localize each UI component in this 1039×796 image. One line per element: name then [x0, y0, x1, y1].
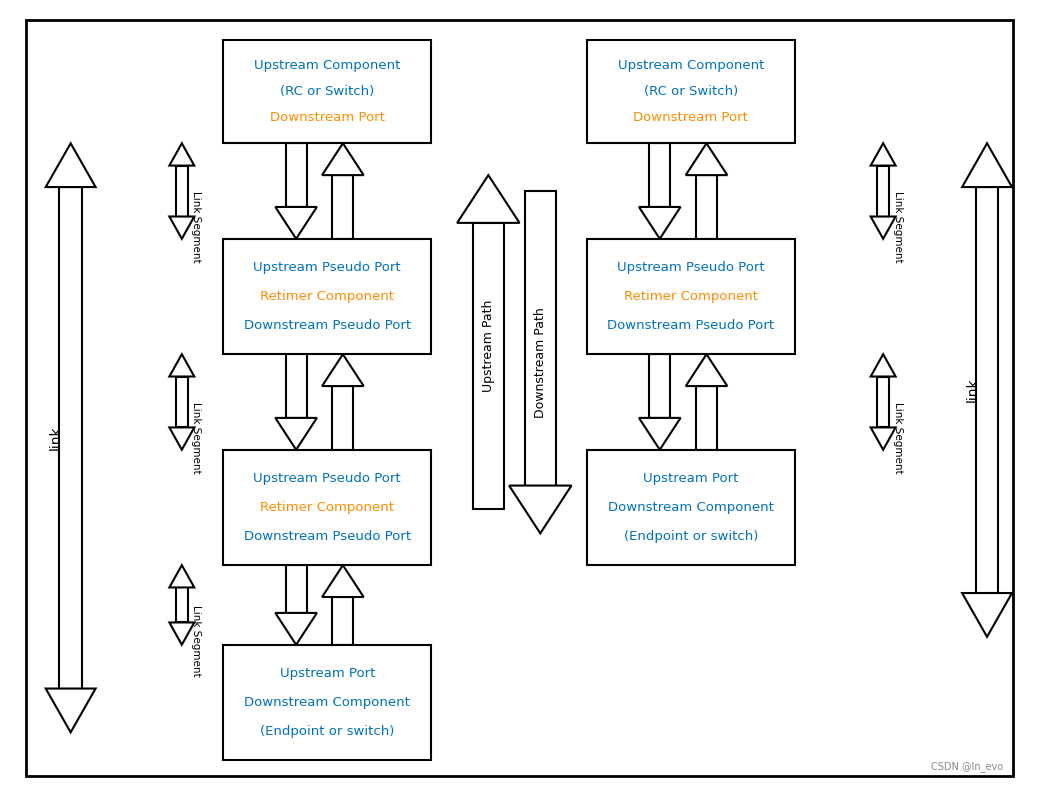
Text: Link Segment: Link Segment: [191, 605, 202, 677]
Polygon shape: [322, 354, 364, 386]
Bar: [696, 386, 717, 450]
Text: Upstream Pseudo Port: Upstream Pseudo Port: [254, 472, 401, 485]
Bar: [525, 191, 556, 486]
Text: Downstream Component: Downstream Component: [244, 696, 410, 709]
Text: Downstream Port: Downstream Port: [634, 111, 748, 124]
Bar: [223, 40, 431, 143]
Polygon shape: [639, 418, 681, 450]
Text: Downstream Port: Downstream Port: [270, 111, 384, 124]
Bar: [649, 354, 670, 418]
Bar: [976, 187, 998, 593]
Polygon shape: [169, 427, 194, 450]
Bar: [649, 143, 670, 207]
Polygon shape: [169, 622, 194, 645]
Polygon shape: [639, 207, 681, 239]
Bar: [473, 223, 504, 509]
Text: Upstream Port: Upstream Port: [643, 472, 739, 485]
Text: Downstream Pseudo Port: Downstream Pseudo Port: [244, 530, 410, 543]
Text: Link Segment: Link Segment: [893, 191, 903, 263]
Bar: [223, 645, 431, 760]
Polygon shape: [871, 217, 896, 239]
Bar: [286, 143, 307, 207]
Text: Link Segment: Link Segment: [191, 402, 202, 474]
Bar: [286, 565, 307, 613]
Text: Upstream Path: Upstream Path: [482, 300, 495, 392]
Bar: [587, 239, 795, 354]
Text: Downstream Pseudo Port: Downstream Pseudo Port: [244, 319, 410, 332]
Polygon shape: [275, 207, 317, 239]
Bar: [176, 587, 188, 622]
Polygon shape: [275, 613, 317, 645]
Polygon shape: [686, 143, 727, 175]
Bar: [696, 175, 717, 239]
Text: Downstream Component: Downstream Component: [608, 501, 774, 514]
Text: link: link: [965, 378, 980, 402]
Bar: [587, 40, 795, 143]
Text: Retimer Component: Retimer Component: [624, 290, 757, 303]
Polygon shape: [169, 354, 194, 377]
Text: Upstream Component: Upstream Component: [255, 59, 400, 72]
Polygon shape: [457, 175, 520, 223]
Bar: [176, 377, 188, 427]
Polygon shape: [169, 565, 194, 587]
Bar: [59, 187, 82, 689]
Polygon shape: [46, 143, 96, 187]
Text: Upstream Pseudo Port: Upstream Pseudo Port: [254, 261, 401, 274]
Bar: [587, 450, 795, 565]
Polygon shape: [169, 217, 194, 239]
Bar: [223, 450, 431, 565]
Text: (Endpoint or switch): (Endpoint or switch): [623, 530, 758, 543]
Text: Downstream Path: Downstream Path: [534, 306, 547, 418]
Polygon shape: [962, 593, 1012, 637]
Text: Upstream Pseudo Port: Upstream Pseudo Port: [617, 261, 765, 274]
Text: CSDN @ln_evo: CSDN @ln_evo: [931, 761, 1003, 772]
Bar: [286, 354, 307, 418]
Text: Upstream Port: Upstream Port: [279, 667, 375, 680]
Polygon shape: [871, 143, 896, 166]
Bar: [877, 377, 889, 427]
Text: Link Segment: Link Segment: [893, 402, 903, 474]
Bar: [223, 239, 431, 354]
Bar: [332, 597, 353, 645]
Polygon shape: [275, 418, 317, 450]
Polygon shape: [509, 486, 571, 533]
Text: Link Segment: Link Segment: [191, 191, 202, 263]
Polygon shape: [46, 689, 96, 732]
Polygon shape: [686, 354, 727, 386]
Text: (Endpoint or switch): (Endpoint or switch): [260, 725, 395, 738]
Text: Downstream Pseudo Port: Downstream Pseudo Port: [608, 319, 774, 332]
Text: Upstream Component: Upstream Component: [618, 59, 764, 72]
Text: link: link: [49, 426, 63, 450]
Text: Retimer Component: Retimer Component: [261, 290, 394, 303]
Bar: [176, 166, 188, 217]
Bar: [332, 175, 353, 239]
Polygon shape: [962, 143, 1012, 187]
Polygon shape: [871, 427, 896, 450]
Polygon shape: [322, 565, 364, 597]
Bar: [877, 166, 889, 217]
Bar: [332, 386, 353, 450]
Text: (RC or Switch): (RC or Switch): [281, 85, 374, 98]
Text: Retimer Component: Retimer Component: [261, 501, 394, 514]
Text: (RC or Switch): (RC or Switch): [644, 85, 738, 98]
Polygon shape: [322, 143, 364, 175]
Polygon shape: [871, 354, 896, 377]
Polygon shape: [169, 143, 194, 166]
